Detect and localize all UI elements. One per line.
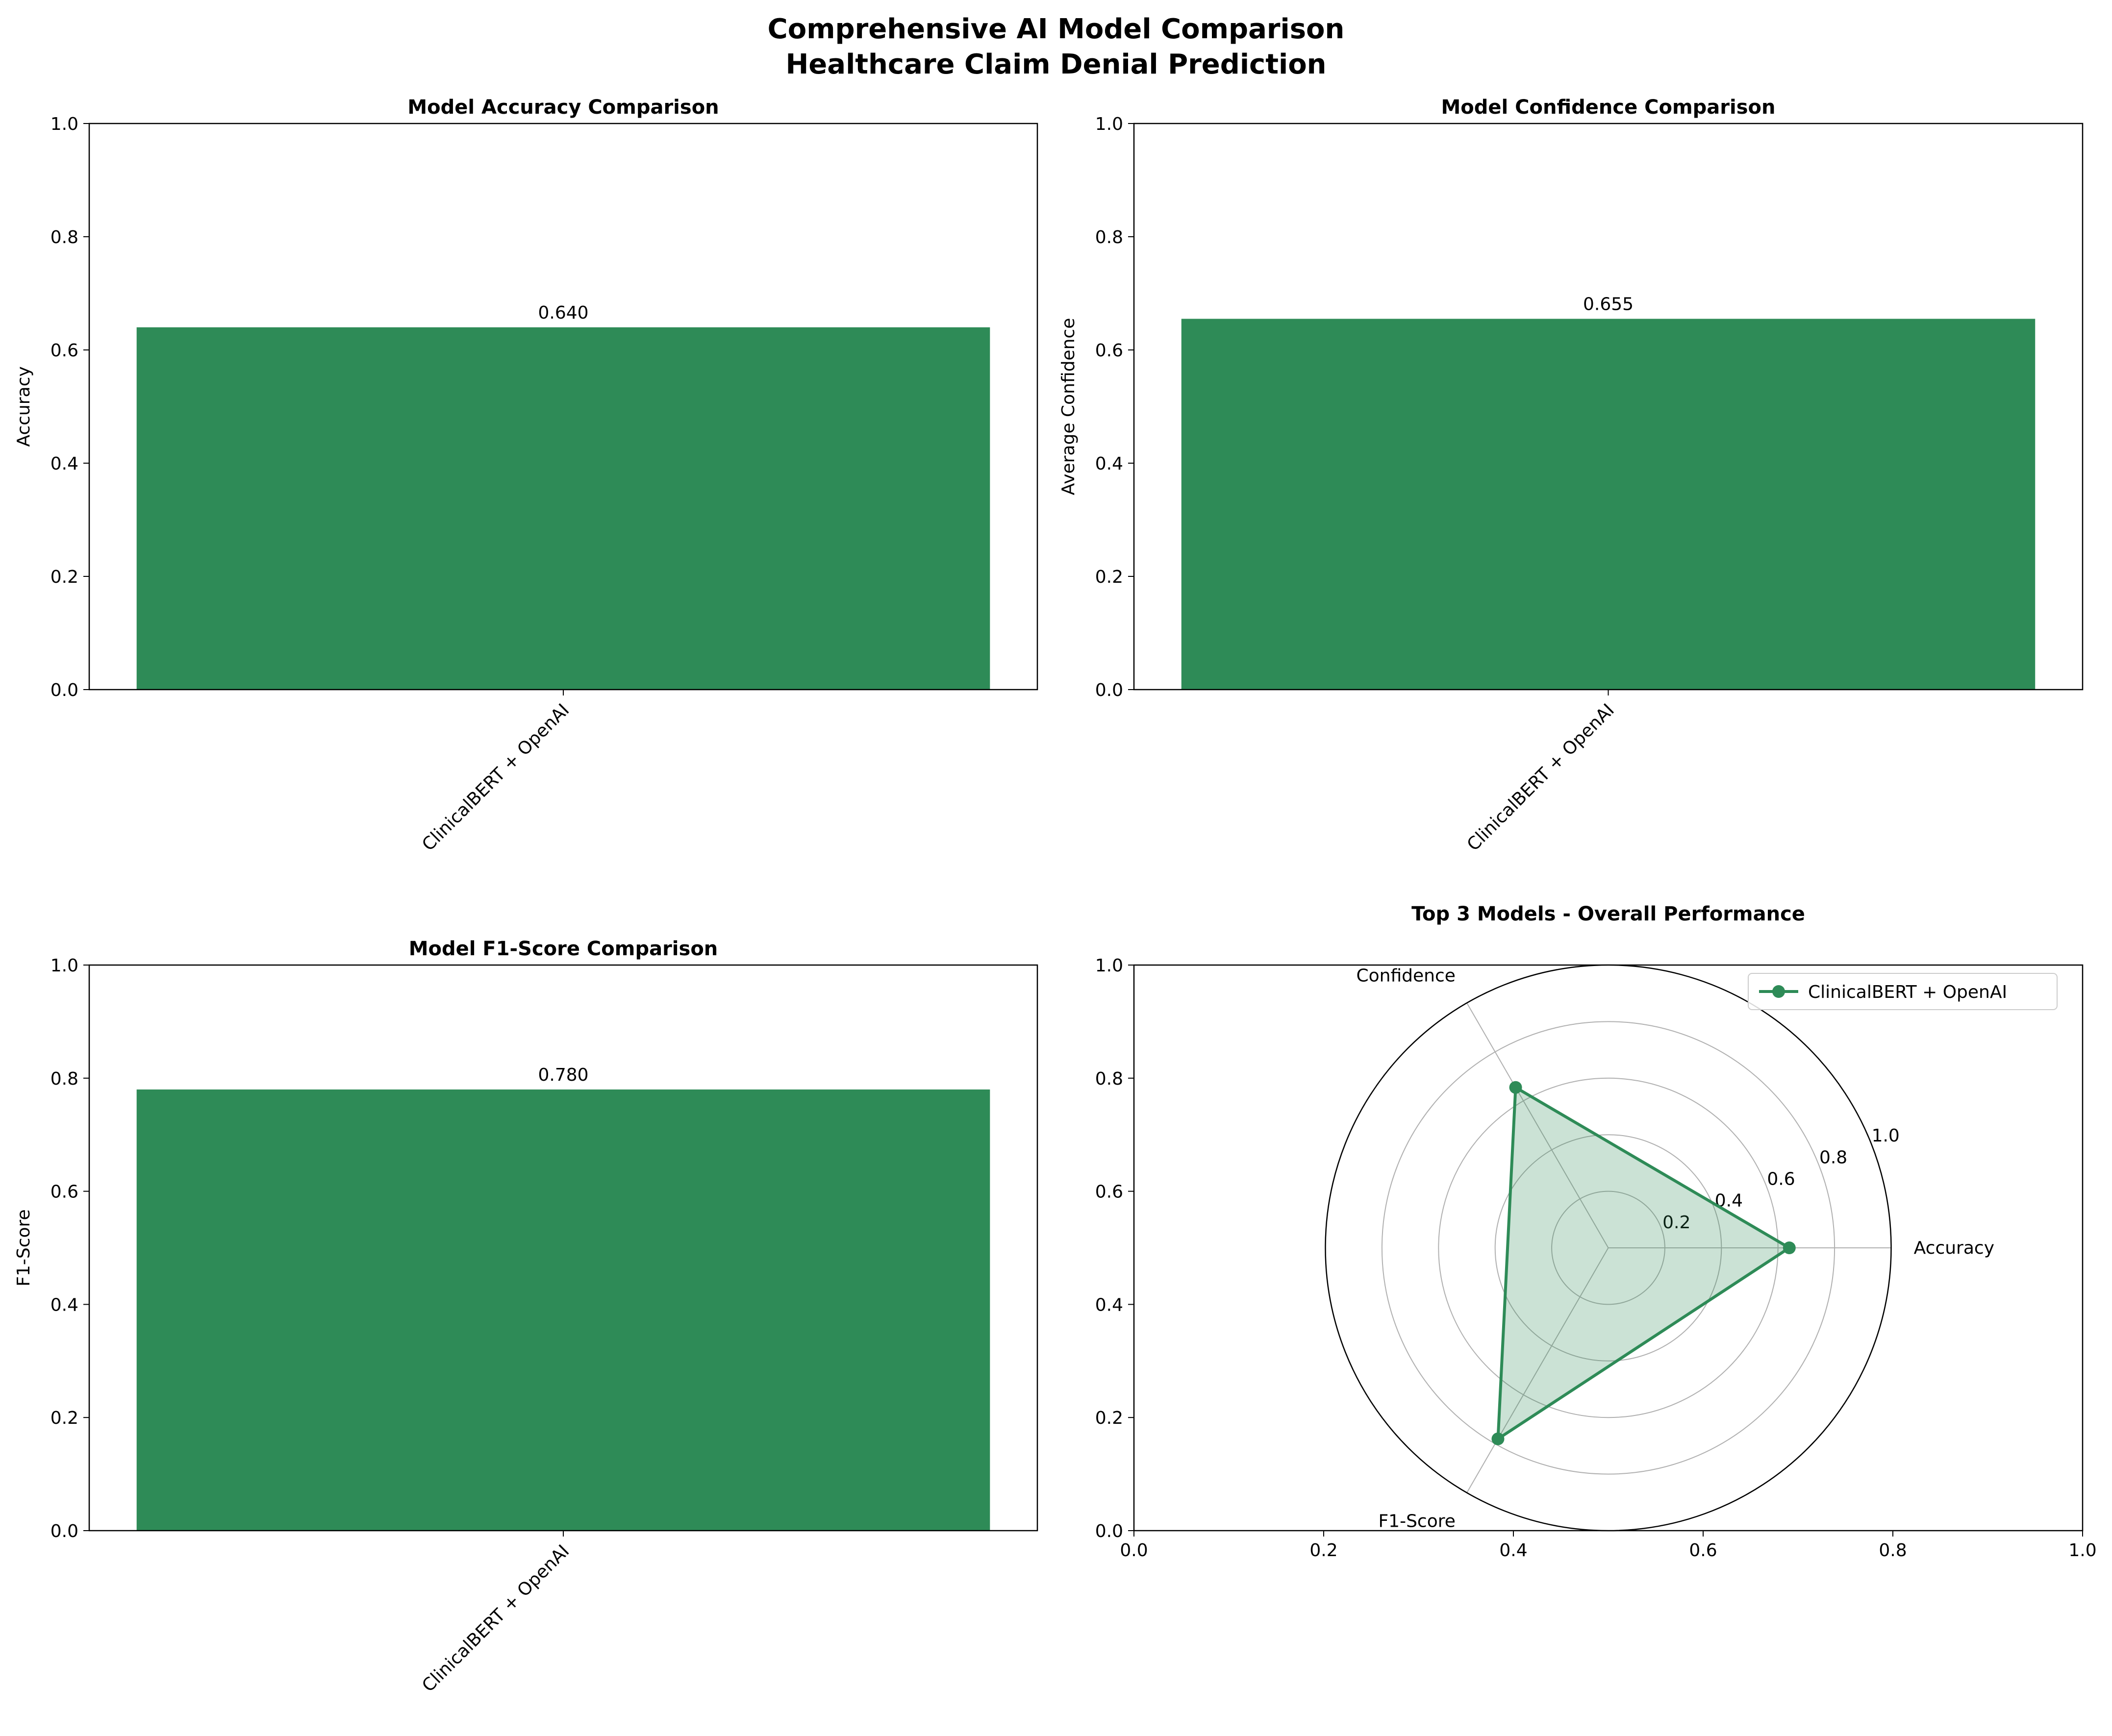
- bg-y-tick-label: 0.4: [1095, 1295, 1123, 1315]
- plot-frame: [88, 123, 1038, 691]
- polar-axis-label: F1-Score: [1378, 1512, 1455, 1532]
- y-tick-label: 0.6: [50, 1182, 78, 1202]
- polar-spoke: [1466, 1247, 1609, 1493]
- plot-frame: [88, 964, 1038, 1532]
- y-tick-label: 0.6: [1095, 341, 1123, 361]
- y-axis-label: Average Confidence: [1058, 318, 1079, 496]
- y-tick-label: 0.4: [1095, 454, 1123, 474]
- accuracy-bar-chart: Model Accuracy Comparison 0.640 ClinicalBE…: [14, 96, 1038, 855]
- y-tick-label: 0.8: [50, 1069, 78, 1089]
- x-tick-label: ClinicalBERT + OpenAI: [1463, 700, 1618, 855]
- legend-label: ClinicalBERT + OpenAI: [1808, 982, 2007, 1002]
- chart-title: Model Accuracy Comparison: [407, 96, 719, 119]
- bar: [136, 327, 990, 690]
- chart-title: Top 3 Models - Overall Performance: [1411, 903, 1805, 925]
- confidence-bar-chart: Model Confidence Comparison 0.655 Clinical…: [1058, 96, 2084, 855]
- radar-fill-area: [1498, 1087, 1789, 1439]
- radar-data-point: [1509, 1081, 1522, 1094]
- r-tick-label: 0.8: [1819, 1147, 1847, 1167]
- bg-x-tick-label: 1.0: [2068, 1540, 2096, 1561]
- polar-spoke: [1466, 1002, 1609, 1248]
- bar-value-label: 0.640: [538, 303, 588, 323]
- y-tick-label: 0.2: [1095, 567, 1123, 587]
- r-tick-label: 1.0: [1872, 1126, 1900, 1146]
- r-tick-label: 0.6: [1767, 1169, 1795, 1190]
- r-tick-label: 0.2: [1662, 1213, 1690, 1233]
- bg-x-tick-label: 0.2: [1309, 1540, 1337, 1561]
- figure-title-line2: Healthcare Claim Denial Prediction: [785, 49, 1326, 80]
- y-tick-label: 0.8: [50, 227, 78, 248]
- y-tick-label: 0.8: [1095, 227, 1123, 248]
- y-tick-label: 0.6: [50, 341, 78, 361]
- y-tick-label: 0.0: [50, 1521, 78, 1541]
- polar-axis-label: Confidence: [1356, 966, 1455, 986]
- overall-performance-radar-chart: 0.0 0.2 0.4 0.6 0.8 1.0 0.0 0.2 0.4 0.6 0.8 1.0 Top …: [1095, 903, 2097, 1561]
- bg-y-tick-label: 0.8: [1095, 1069, 1123, 1089]
- y-tick-label: 0.0: [50, 680, 78, 700]
- bar: [136, 1089, 990, 1531]
- y-tick-label: 0.0: [1095, 680, 1123, 700]
- f1-score-bar-chart: Model F1-Score Comparison 0.780 ClinicalBE…: [14, 938, 1038, 1696]
- y-tick-label: 0.4: [50, 454, 78, 474]
- bar: [1181, 319, 2036, 690]
- chart-title: Model F1-Score Comparison: [409, 938, 718, 960]
- polar-axis-label: Accuracy: [1914, 1238, 1994, 1258]
- x-tick-label: ClinicalBERT + OpenAI: [418, 700, 573, 855]
- x-tick-label: ClinicalBERT + OpenAI: [418, 1541, 573, 1696]
- legend-box: [1748, 973, 2058, 1010]
- bg-y-tick-label: 0.0: [1095, 1521, 1123, 1541]
- radar-data-point: [1783, 1241, 1796, 1254]
- bg-x-tick-label: 0.8: [1879, 1540, 1907, 1561]
- bar-value-label: 0.655: [1583, 294, 1634, 314]
- y-tick-label: 1.0: [50, 114, 78, 134]
- figure-title-line1: Comprehensive AI Model Comparison: [768, 13, 1345, 45]
- bg-x-tick-label: 0.6: [1689, 1540, 1717, 1561]
- y-tick-label: 0.4: [50, 1295, 78, 1315]
- y-tick-label: 1.0: [50, 956, 78, 976]
- chart-title: Model Confidence Comparison: [1441, 96, 1776, 119]
- bg-x-tick-label: 0.0: [1120, 1540, 1148, 1561]
- y-axis-label: Accuracy: [14, 366, 34, 446]
- radar-data-point: [1491, 1432, 1505, 1445]
- bg-x-tick-label: 0.4: [1499, 1540, 1527, 1561]
- y-tick-label: 1.0: [1095, 114, 1123, 134]
- y-axis-label: F1-Score: [14, 1209, 34, 1286]
- y-tick-label: 0.2: [50, 1408, 78, 1428]
- plot-frame: [1133, 123, 2084, 691]
- radar-series-line: [1496, 1086, 1791, 1440]
- y-tick-label: 0.2: [50, 567, 78, 587]
- bg-y-tick-label: 1.0: [1095, 956, 1123, 976]
- bar-value-label: 0.780: [538, 1065, 588, 1085]
- bg-y-tick-label: 0.2: [1095, 1408, 1123, 1428]
- polar-outer-circle: [1325, 964, 1892, 1532]
- bg-y-tick-label: 0.6: [1095, 1182, 1123, 1202]
- legend-marker: [1772, 985, 1785, 998]
